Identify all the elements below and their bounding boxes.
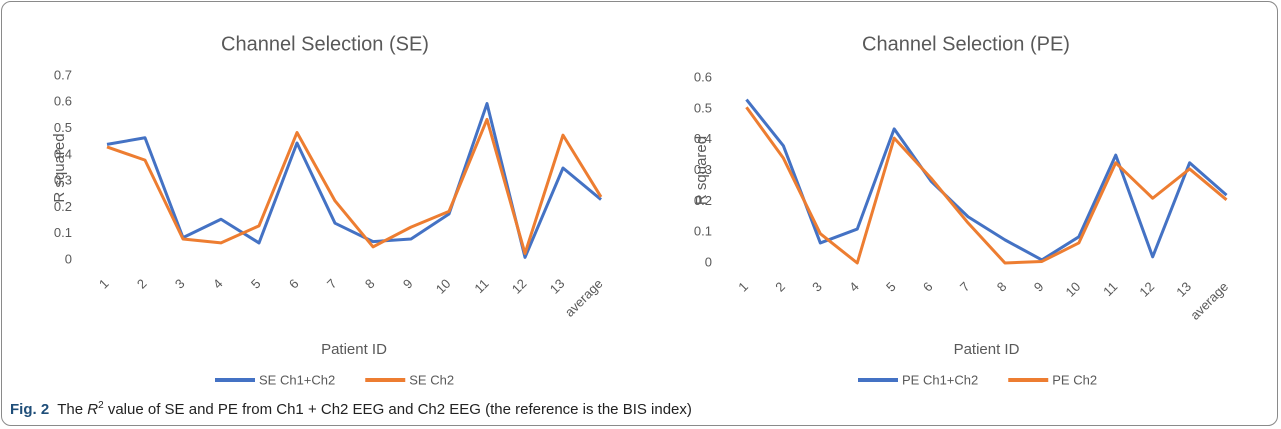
figure: Channel Selection (SE) R squared Patient I… (51, 33, 1231, 387)
x-tick-label: 6 (920, 279, 936, 295)
x-tick-label: 11 (1100, 279, 1120, 299)
chart-title: Channel Selection (PE) (862, 33, 1070, 55)
y-tick-label: 0.4 (54, 146, 72, 161)
legend-label: SE Ch2 (409, 372, 454, 387)
x-tick-label: 8 (994, 279, 1010, 295)
x-tick-label: 10 (1063, 279, 1084, 300)
x-axis-title: Patient ID (954, 341, 1020, 358)
y-tick-label: 0.1 (54, 225, 72, 240)
y-tick-label: 0.6 (694, 69, 712, 84)
y-tick-label: 0.7 (54, 67, 72, 82)
x-tick-label: 4 (210, 276, 226, 292)
x-tick-label: 7 (324, 276, 340, 292)
x-tick-label: 5 (883, 279, 899, 295)
y-tick-label: 0.3 (54, 173, 72, 188)
x-tick-label: 1 (735, 279, 751, 295)
caption-sup: 2 (98, 400, 104, 411)
x-tick-label: 9 (400, 276, 416, 292)
series-line (745, 106, 1228, 265)
x-tick-label: 12 (509, 276, 530, 297)
series-line (106, 117, 603, 255)
x-axis-title: Patient ID (321, 341, 387, 358)
x-tick-label: 7 (957, 279, 973, 295)
y-tick-label: 0.2 (694, 193, 712, 208)
y-tick-label: 0.1 (694, 224, 712, 239)
caption-text: The (57, 401, 88, 418)
x-tick-label: 8 (362, 276, 378, 292)
caption: Fig. 2 The R2 value of SE and PE from Ch… (10, 400, 692, 418)
y-tick-label: 0.4 (694, 131, 712, 146)
x-tick-label: 12 (1136, 279, 1157, 300)
x-tick-label: 3 (172, 276, 188, 292)
y-tick-label: 0 (65, 251, 72, 266)
x-tick-label: 6 (286, 276, 302, 292)
x-tick-label: 13 (547, 276, 568, 297)
y-tick-label: 0 (705, 254, 712, 269)
x-tick-label: 13 (1173, 279, 1194, 300)
x-tick-label: 5 (248, 276, 264, 292)
y-axis-title: R squared (51, 133, 68, 202)
y-tick-label: 0.3 (694, 162, 712, 177)
x-tick-label: 10 (433, 276, 454, 297)
x-tick-label: 3 (809, 279, 825, 295)
y-tick-label: 0.5 (694, 100, 712, 115)
x-tick-label: average (1187, 279, 1231, 323)
y-tick-label: 0.6 (54, 94, 72, 109)
x-tick-label: 4 (846, 279, 862, 295)
caption-symbol: R (87, 401, 99, 418)
x-tick-label: average (562, 276, 606, 320)
legend-label: PE Ch1+Ch2 (902, 372, 978, 387)
x-tick-label: 9 (1031, 279, 1047, 295)
series-line (745, 98, 1228, 262)
y-tick-label: 0.2 (54, 199, 72, 214)
x-tick-label: 1 (96, 276, 112, 292)
chart-title: Channel Selection (SE) (221, 33, 429, 55)
x-tick-label: 2 (772, 279, 788, 295)
legend-label: SE Ch1+Ch2 (259, 372, 335, 387)
y-tick-label: 0.5 (54, 120, 72, 135)
x-tick-label: 2 (134, 276, 150, 292)
caption-text: value of SE and PE from Ch1 + Ch2 EEG an… (103, 401, 692, 418)
caption-label: Fig. 2 (10, 401, 50, 418)
y-axis-title: R squared (693, 136, 710, 205)
x-tick-label: 11 (471, 276, 491, 296)
legend-label: PE Ch2 (1052, 372, 1097, 387)
